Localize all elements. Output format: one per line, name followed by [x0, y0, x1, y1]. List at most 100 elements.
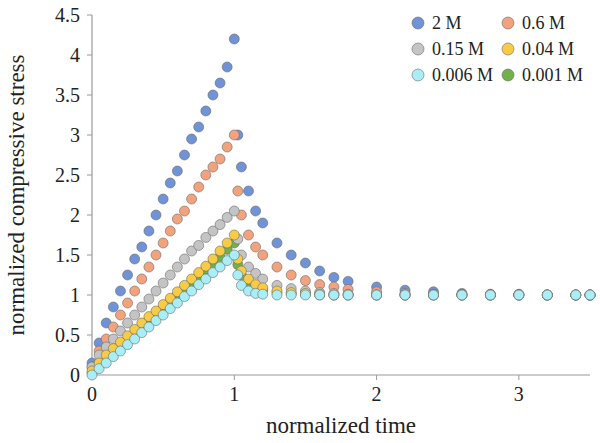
point — [428, 290, 438, 300]
point — [179, 150, 189, 160]
point — [585, 290, 595, 300]
point — [158, 194, 168, 204]
legend-marker — [412, 17, 424, 29]
point — [130, 254, 140, 264]
point — [158, 278, 168, 288]
point — [123, 298, 133, 308]
y-tick-label: 4 — [70, 44, 80, 66]
point — [329, 290, 339, 300]
point — [315, 289, 325, 299]
y-tick-label: 2 — [70, 204, 80, 226]
point — [457, 290, 467, 300]
point — [542, 290, 552, 300]
point — [123, 270, 133, 280]
point — [208, 162, 218, 172]
point — [194, 182, 204, 192]
point — [151, 210, 161, 220]
point — [201, 170, 211, 180]
y-axis-title: normalized compressive stress — [4, 54, 29, 335]
point — [179, 254, 189, 264]
point — [244, 186, 254, 196]
point — [251, 242, 261, 252]
point — [215, 78, 225, 88]
y-tick — [87, 335, 92, 336]
legend-label: 0.04 M — [522, 39, 574, 59]
point — [343, 290, 353, 300]
y-tick — [87, 55, 92, 56]
legend: 2 M0.6 M0.15 M0.04 M0.006 M0.001 M — [412, 13, 583, 85]
point — [585, 290, 595, 300]
point — [215, 246, 225, 256]
point — [222, 142, 232, 152]
x-tick — [518, 375, 519, 380]
point — [165, 270, 175, 280]
point — [585, 290, 595, 300]
point — [400, 290, 410, 300]
point — [329, 272, 339, 282]
legend-label: 0.15 M — [432, 39, 484, 59]
point — [457, 290, 467, 300]
point — [329, 290, 339, 300]
y-tick-label: 1 — [70, 284, 80, 306]
point — [571, 290, 581, 300]
point — [514, 290, 524, 300]
point — [542, 290, 552, 300]
y-tick — [87, 175, 92, 176]
point — [130, 286, 140, 296]
x-axis — [92, 374, 590, 375]
point — [485, 290, 495, 300]
y-tick — [87, 135, 92, 136]
point — [172, 214, 182, 224]
point — [208, 254, 218, 264]
legend-label: 0.006 M — [432, 65, 493, 85]
point — [201, 106, 211, 116]
point — [233, 270, 243, 280]
point — [258, 250, 268, 260]
x-tick-label: 0 — [87, 383, 97, 405]
point — [329, 290, 339, 300]
point — [300, 289, 310, 299]
point — [542, 290, 552, 300]
point — [286, 290, 296, 300]
series — [87, 206, 595, 372]
point — [115, 310, 125, 320]
point — [244, 230, 254, 240]
series — [87, 238, 595, 378]
point — [251, 206, 261, 216]
point — [115, 286, 125, 296]
point — [315, 266, 325, 276]
point — [172, 262, 182, 272]
y-tick — [87, 95, 92, 96]
point — [428, 290, 438, 300]
point — [514, 290, 524, 300]
point — [343, 290, 353, 300]
point — [571, 290, 581, 300]
point — [315, 290, 325, 300]
point — [542, 290, 552, 300]
point — [286, 270, 296, 280]
point — [485, 290, 495, 300]
point — [428, 290, 438, 300]
point — [514, 290, 524, 300]
point — [343, 289, 353, 299]
legend-label: 0.6 M — [522, 13, 565, 33]
point — [428, 289, 438, 299]
y-tick-label: 0 — [70, 364, 80, 386]
point — [233, 186, 243, 196]
point — [215, 154, 225, 164]
legend-marker — [412, 69, 424, 81]
y-tick-label: 4.5 — [55, 4, 80, 26]
legend-marker — [502, 43, 514, 55]
point — [457, 290, 467, 300]
series — [87, 230, 595, 376]
series — [87, 34, 595, 368]
point — [372, 290, 382, 300]
point — [343, 290, 353, 300]
point — [514, 290, 524, 300]
point — [485, 290, 495, 300]
point — [514, 290, 524, 300]
y-axis — [91, 15, 92, 375]
x-tick-label: 2 — [372, 383, 382, 405]
point — [400, 290, 410, 300]
point — [137, 302, 147, 312]
